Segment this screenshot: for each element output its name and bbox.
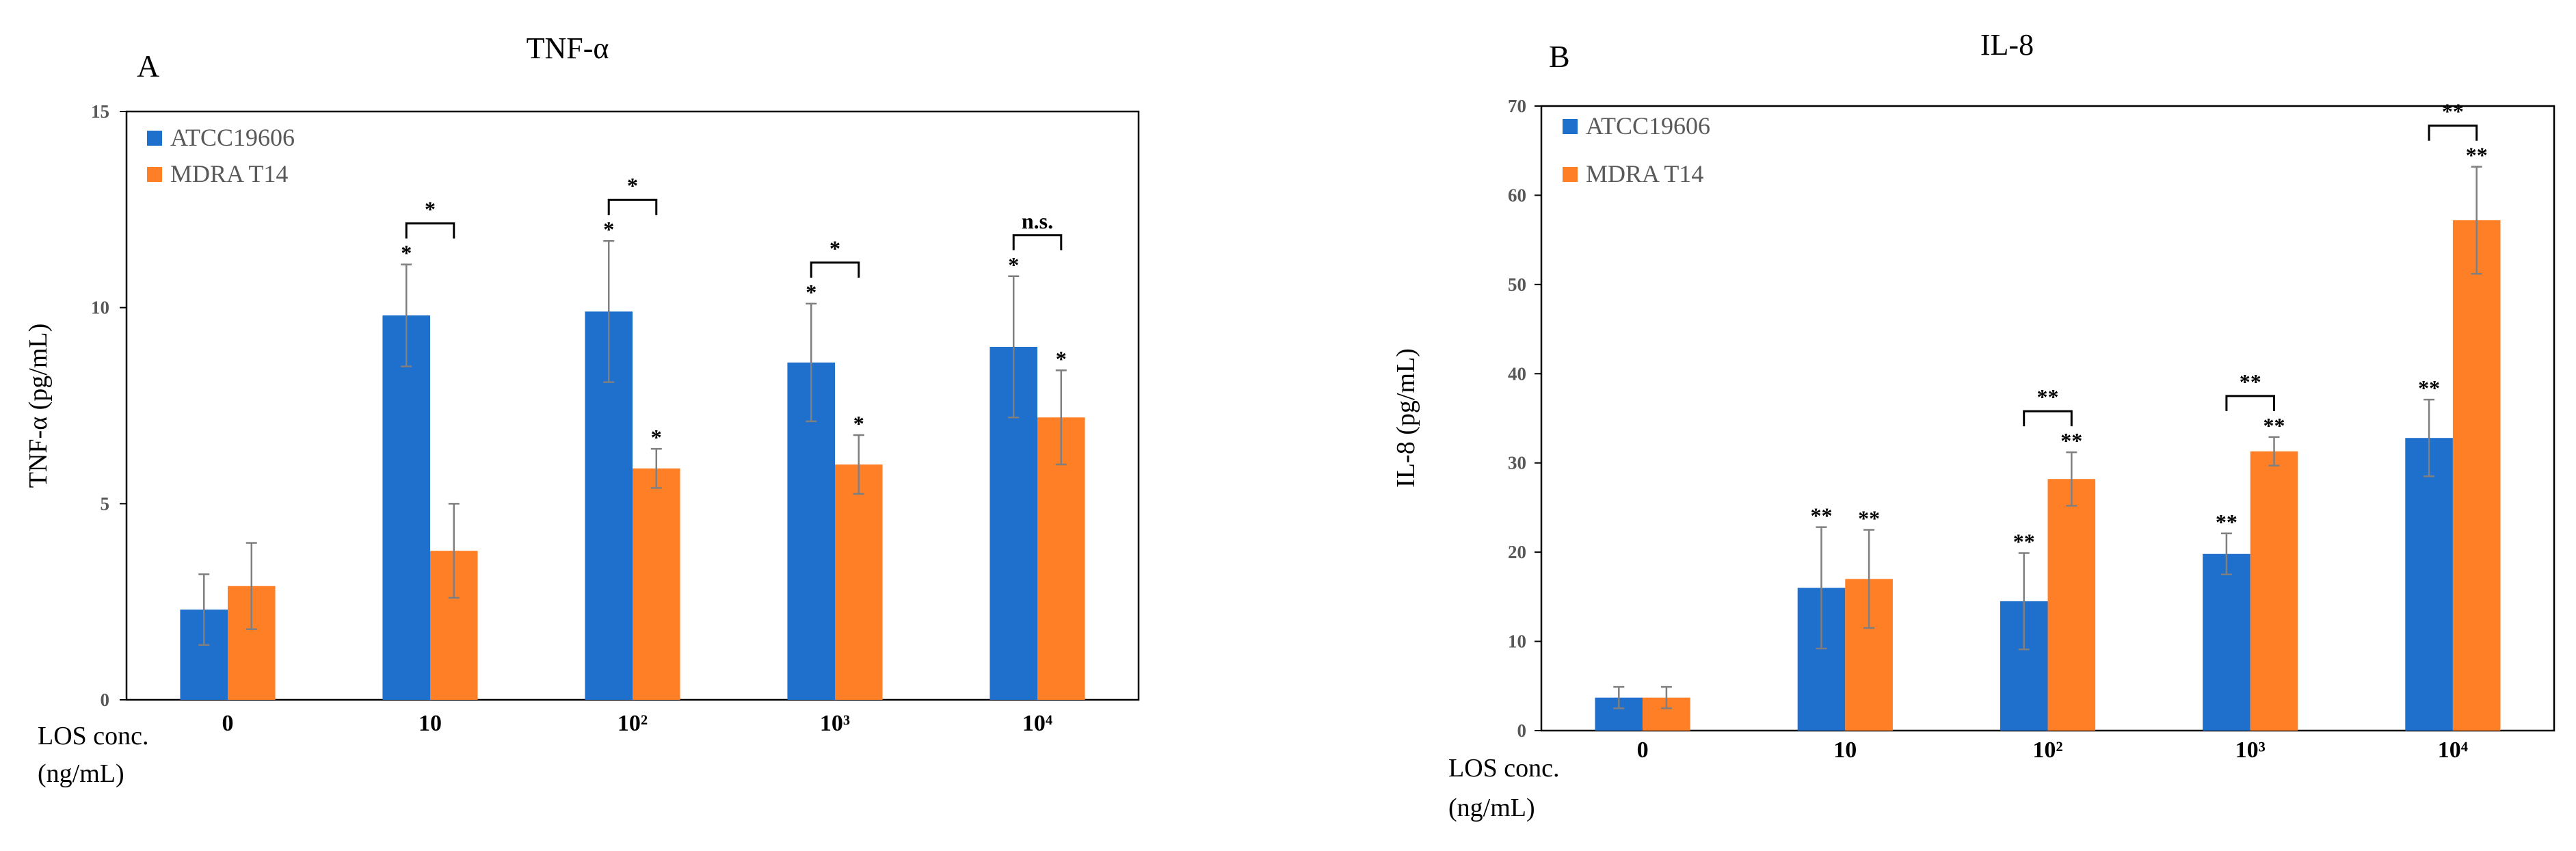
- y-tick-label: 70: [1508, 96, 1526, 116]
- legend-swatch: [147, 167, 162, 182]
- y-tick-label: 10: [91, 298, 109, 318]
- significance-mark: *: [806, 280, 816, 304]
- x-axis-label: LOS conc.: [38, 722, 149, 750]
- y-tick-label: 30: [1508, 453, 1526, 473]
- significance-mark: **: [2418, 376, 2440, 400]
- x-axis-label: LOS conc.: [1448, 754, 1560, 783]
- comparison-bracket: [607, 198, 658, 215]
- comparison-label: **: [2240, 369, 2261, 394]
- bar: [382, 315, 430, 701]
- comparison-bracket: [810, 261, 860, 278]
- significance-mark: **: [1858, 506, 1880, 531]
- comparison-label: *: [425, 197, 436, 222]
- comparison-label: n.s.: [1022, 209, 1053, 233]
- significance-mark: *: [1056, 346, 1067, 371]
- comparison-bracket: [2225, 395, 2275, 411]
- y-tick-label: 50: [1508, 274, 1526, 295]
- comparison-bracket: [2428, 125, 2478, 141]
- comparison-label: **: [2442, 99, 2464, 124]
- y-tick-label: 10: [1508, 631, 1526, 652]
- y-axis-label: TNF-α (pg/mL): [24, 324, 53, 488]
- panel-a-tnf-alpha-chart: 0 5 10 15 A TNF-α TNF-α (pg/mL) LOS conc. (ng/mL…: [24, 31, 1140, 788]
- x-tick-label: 0: [222, 711, 234, 736]
- bar: [835, 464, 883, 700]
- y-tick-label: 0: [1517, 720, 1527, 741]
- bar: [2203, 553, 2250, 731]
- x-tick-label: 10²: [2032, 737, 2062, 763]
- bar: [633, 468, 680, 700]
- comparison-label: *: [627, 173, 638, 198]
- bar: [2452, 220, 2501, 731]
- chart-title: IL-8: [1980, 28, 2034, 62]
- x-tick-label: 10³: [820, 711, 850, 736]
- significance-mark: **: [1810, 503, 1832, 528]
- x-tick-label: 10³: [2235, 737, 2266, 763]
- legend-label: MDRA T14: [1586, 160, 1703, 187]
- significance-mark: *: [603, 217, 614, 241]
- y-tick-label: 5: [101, 493, 110, 514]
- bar: [2047, 479, 2096, 731]
- x-axis-label: (ng/mL): [38, 759, 124, 788]
- y-axis-label: IL-8 (pg/mL): [1392, 348, 1420, 488]
- y-tick-label: 0: [101, 690, 110, 710]
- panel-letter: A: [137, 49, 159, 83]
- x-tick-label: 10: [419, 711, 442, 736]
- legend-swatch: [1563, 167, 1578, 182]
- comparison-label: *: [829, 236, 840, 261]
- y-tick-label: 60: [1508, 185, 1526, 205]
- significance-mark: *: [401, 241, 412, 265]
- significance-mark: *: [853, 411, 864, 436]
- significance-mark: *: [1008, 252, 1019, 277]
- comparison-label: **: [2037, 384, 2059, 409]
- significance-mark: **: [2013, 529, 2035, 553]
- bar: [2405, 438, 2453, 731]
- y-tick-label: 15: [91, 101, 109, 122]
- panel-letter: B: [1549, 39, 1570, 74]
- chart-title: TNF-α: [527, 31, 609, 65]
- x-tick-label: 10: [1833, 737, 1857, 763]
- bar: [2250, 451, 2298, 731]
- x-tick-label: 10⁴: [1022, 711, 1052, 736]
- legend-label: MDRA T14: [170, 160, 288, 187]
- comparison-bracket: [405, 222, 455, 239]
- significance-mark: **: [2263, 413, 2285, 438]
- y-tick-label: 40: [1508, 363, 1526, 384]
- x-tick-label: 10⁴: [2438, 737, 2468, 763]
- x-tick-label: 0: [1637, 737, 1649, 763]
- legend-label: ATCC19606: [1586, 112, 1710, 140]
- significance-mark: *: [651, 425, 662, 449]
- panel-b-il8-chart: 0 10 20 30 40 50 60 70 B IL-8 IL-8 (pg/mL) LOS conc…: [1392, 28, 2555, 822]
- significance-mark: **: [2216, 510, 2238, 534]
- significance-mark: **: [2060, 428, 2082, 453]
- x-axis-label: (ng/mL): [1448, 794, 1535, 822]
- y-tick-label: 20: [1508, 542, 1526, 562]
- x-tick-label: 10²: [618, 711, 648, 736]
- significance-mark: **: [2466, 143, 2488, 168]
- legend-label: ATCC19606: [170, 124, 295, 151]
- legend-swatch: [1563, 119, 1578, 134]
- legend-swatch: [147, 131, 162, 146]
- comparison-bracket: [2023, 410, 2073, 427]
- comparison-bracket: [1012, 234, 1063, 250]
